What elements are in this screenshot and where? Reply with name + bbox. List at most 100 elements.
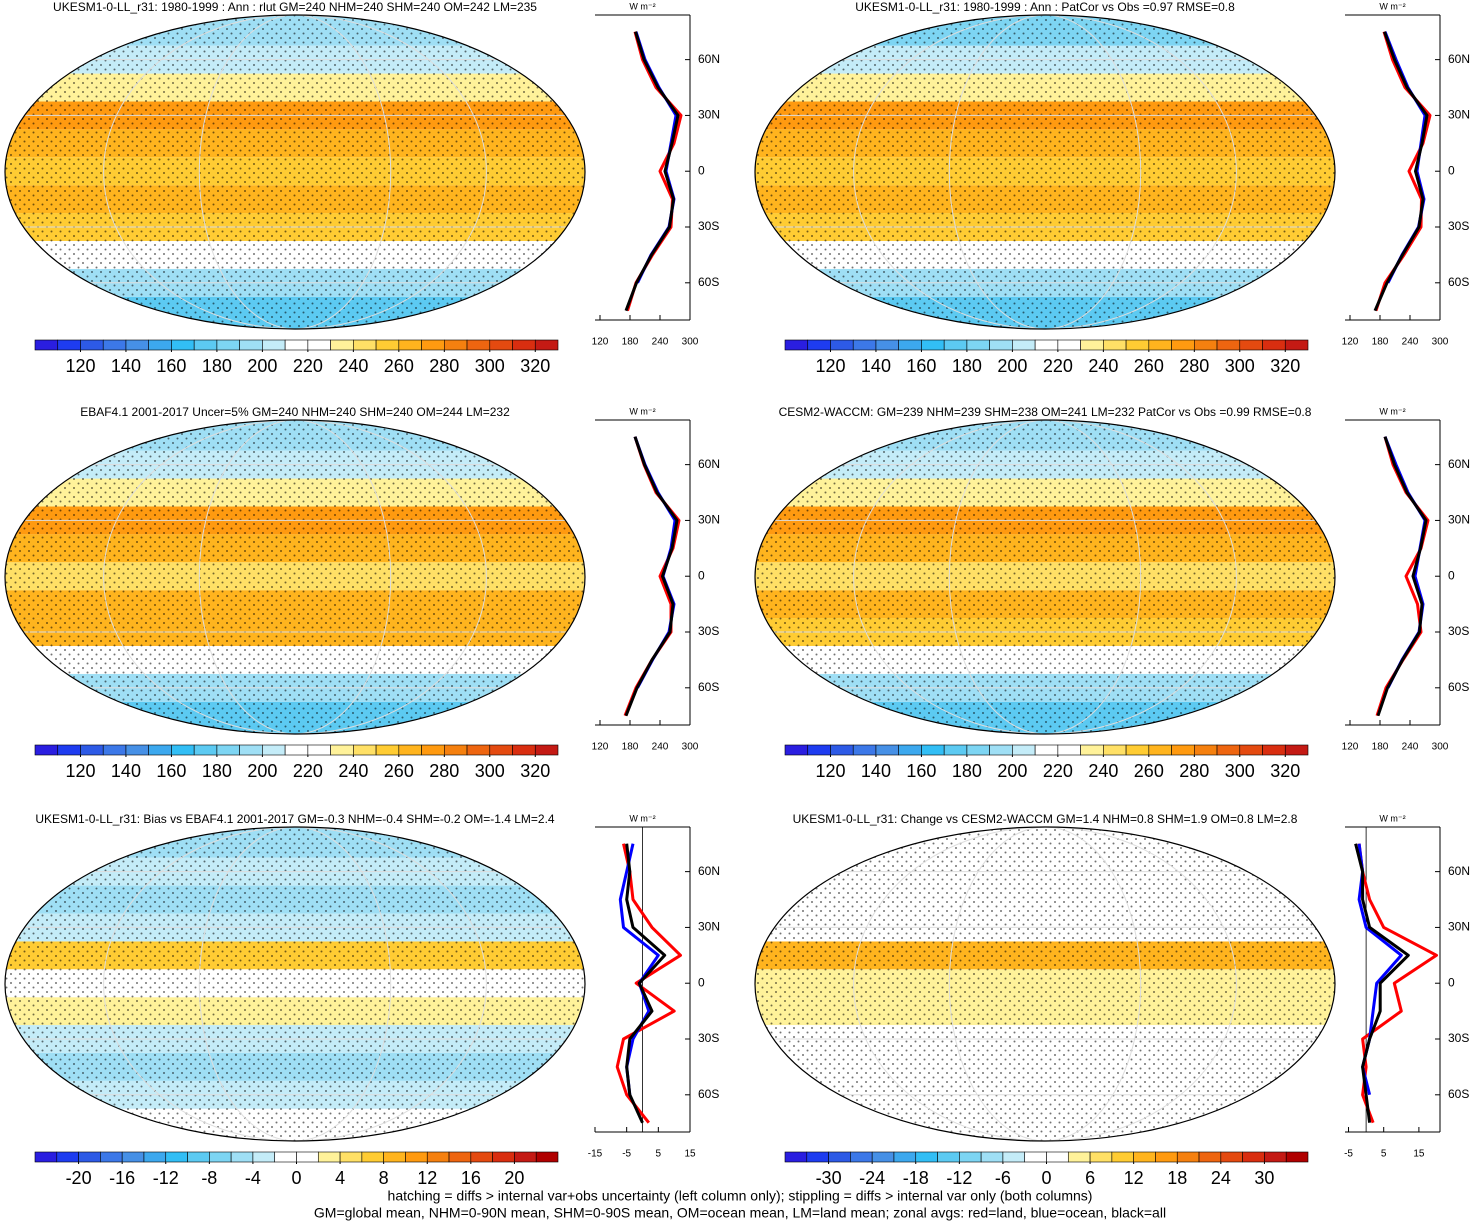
colorbar-box [898,339,922,351]
footer-line: hatching = diffs > internal var+obs unce… [388,1188,1093,1204]
colorbar-tick-label: 300 [475,761,505,781]
colorbar-box [34,744,59,756]
profile-unit: W m⁻² [1379,1,1405,11]
graticule [853,827,1237,1141]
zonal-line [1354,843,1410,1123]
colorbar-tick-label: 0 [1041,1168,1051,1188]
graticule [853,15,1237,329]
x-tick-label: 120 [592,742,609,753]
colorbar-tick-label: 20 [504,1168,524,1188]
colorbar-box [959,1151,982,1163]
colorbar-box [330,744,354,756]
colorbar-box [262,339,286,351]
x-tick-label: 240 [1402,337,1419,348]
colorbar-tick-label: 160 [156,356,186,376]
colorbar-box [230,1151,254,1163]
colorbar-box [466,339,491,351]
y-tick-label: 60N [1448,457,1470,471]
stippling [5,420,585,734]
zonal-line [618,843,660,1095]
x-tick-label: 180 [622,337,639,348]
colorbar-box [317,1151,341,1163]
colorbar-box [398,744,422,756]
y-tick-label: 60S [1448,680,1469,694]
colorbar-box [875,339,899,351]
y-tick-label: 0 [1448,163,1455,177]
colorbar-box [807,339,831,351]
y-tick-label: 30N [698,108,720,122]
colorbar-box [1125,339,1150,351]
colorbar-tick-label: 280 [429,761,459,781]
colorbar-box [239,744,263,756]
colorbar-box [937,1151,960,1163]
colorbar-box [1089,1151,1113,1163]
colorbar-tick-label: 16 [461,1168,481,1188]
colorbar-box [353,339,377,351]
colorbar-box [893,1151,917,1163]
colorbar-box [514,1151,537,1163]
y-tick-label: 60N [1448,864,1470,878]
colorbar-tick-label: 12 [417,1168,437,1188]
colorbar-box [806,1151,829,1163]
colorbar-tick-label: 220 [293,761,323,781]
colorbar-box [426,1151,450,1163]
y-tick-label: 30S [698,219,719,233]
map-border [4,826,586,1142]
x-tick-label: 240 [652,337,669,348]
colorbar-box [383,1151,406,1163]
colorbar-box [165,1151,188,1163]
colorbar-tick-label: 280 [1179,761,1209,781]
colorbar-box [216,339,240,351]
colorbar-box [1012,339,1036,351]
colorbar-box [1002,1151,1026,1163]
colorbar-box [1194,339,1218,351]
colorbar-box [921,744,945,756]
colorbar-box [875,744,899,756]
colorbar-box [830,339,854,351]
colorbar-box [1148,339,1172,351]
colorbar-tick-label: 140 [111,761,141,781]
colorbar-box [193,339,218,351]
colorbar-tick-label: 140 [111,356,141,376]
colorbar-box [262,744,286,756]
panel-title: CESM2-WACCM: GM=239 NHM=239 SHM=238 OM=2… [779,405,1312,419]
zonal-line [1376,436,1428,717]
footer-line: GM=global mean, NHM=0-90N mean, SHM=0-90… [314,1205,1166,1221]
colorbar-tick-label: 120 [65,356,95,376]
colorbar-box [1024,1151,1047,1163]
colorbar-box [1103,339,1127,351]
colorbar-tick-label: -4 [245,1168,261,1188]
colorbar-tick-label: 280 [429,356,459,376]
colorbar-box [850,1151,873,1163]
zonal-line [626,31,683,312]
colorbar-box [80,339,104,351]
panel-title: UKESM1-0-LL_r31: 1980-1999 : Ann : PatCo… [855,0,1235,14]
colorbar-box [1046,1151,1069,1163]
colorbar-tick-label: -20 [66,1168,92,1188]
y-tick-label: 0 [1448,975,1455,989]
zonal-line [1357,843,1438,1124]
colorbar-box [1239,744,1263,756]
colorbar-box [284,339,309,351]
colorbar-box [534,339,559,351]
map-border [4,419,586,735]
colorbar-tick-label: 280 [1179,356,1209,376]
colorbar-tick-label: -30 [816,1168,842,1188]
profile-unit: W m⁻² [629,813,655,823]
colorbar-box [828,1151,851,1163]
x-tick-label: 300 [1432,337,1449,348]
graticule [198,15,392,329]
x-tick-label: -5 [622,1149,631,1160]
colorbar-tick-label: -18 [903,1168,929,1188]
colorbar-tick-label: -8 [201,1168,217,1188]
profile-unit: W m⁻² [1379,406,1405,416]
x-tick-label: 300 [1432,742,1449,753]
graticule [948,827,1142,1141]
colorbar-box [187,1151,210,1163]
colorbar-box [1155,1151,1178,1163]
y-tick-label: 30S [1448,219,1469,233]
colorbar-box [296,1151,319,1163]
colorbar-tick-label: -24 [859,1168,885,1188]
x-tick-label: 240 [652,742,669,753]
colorbar-tick-label: 120 [65,761,95,781]
